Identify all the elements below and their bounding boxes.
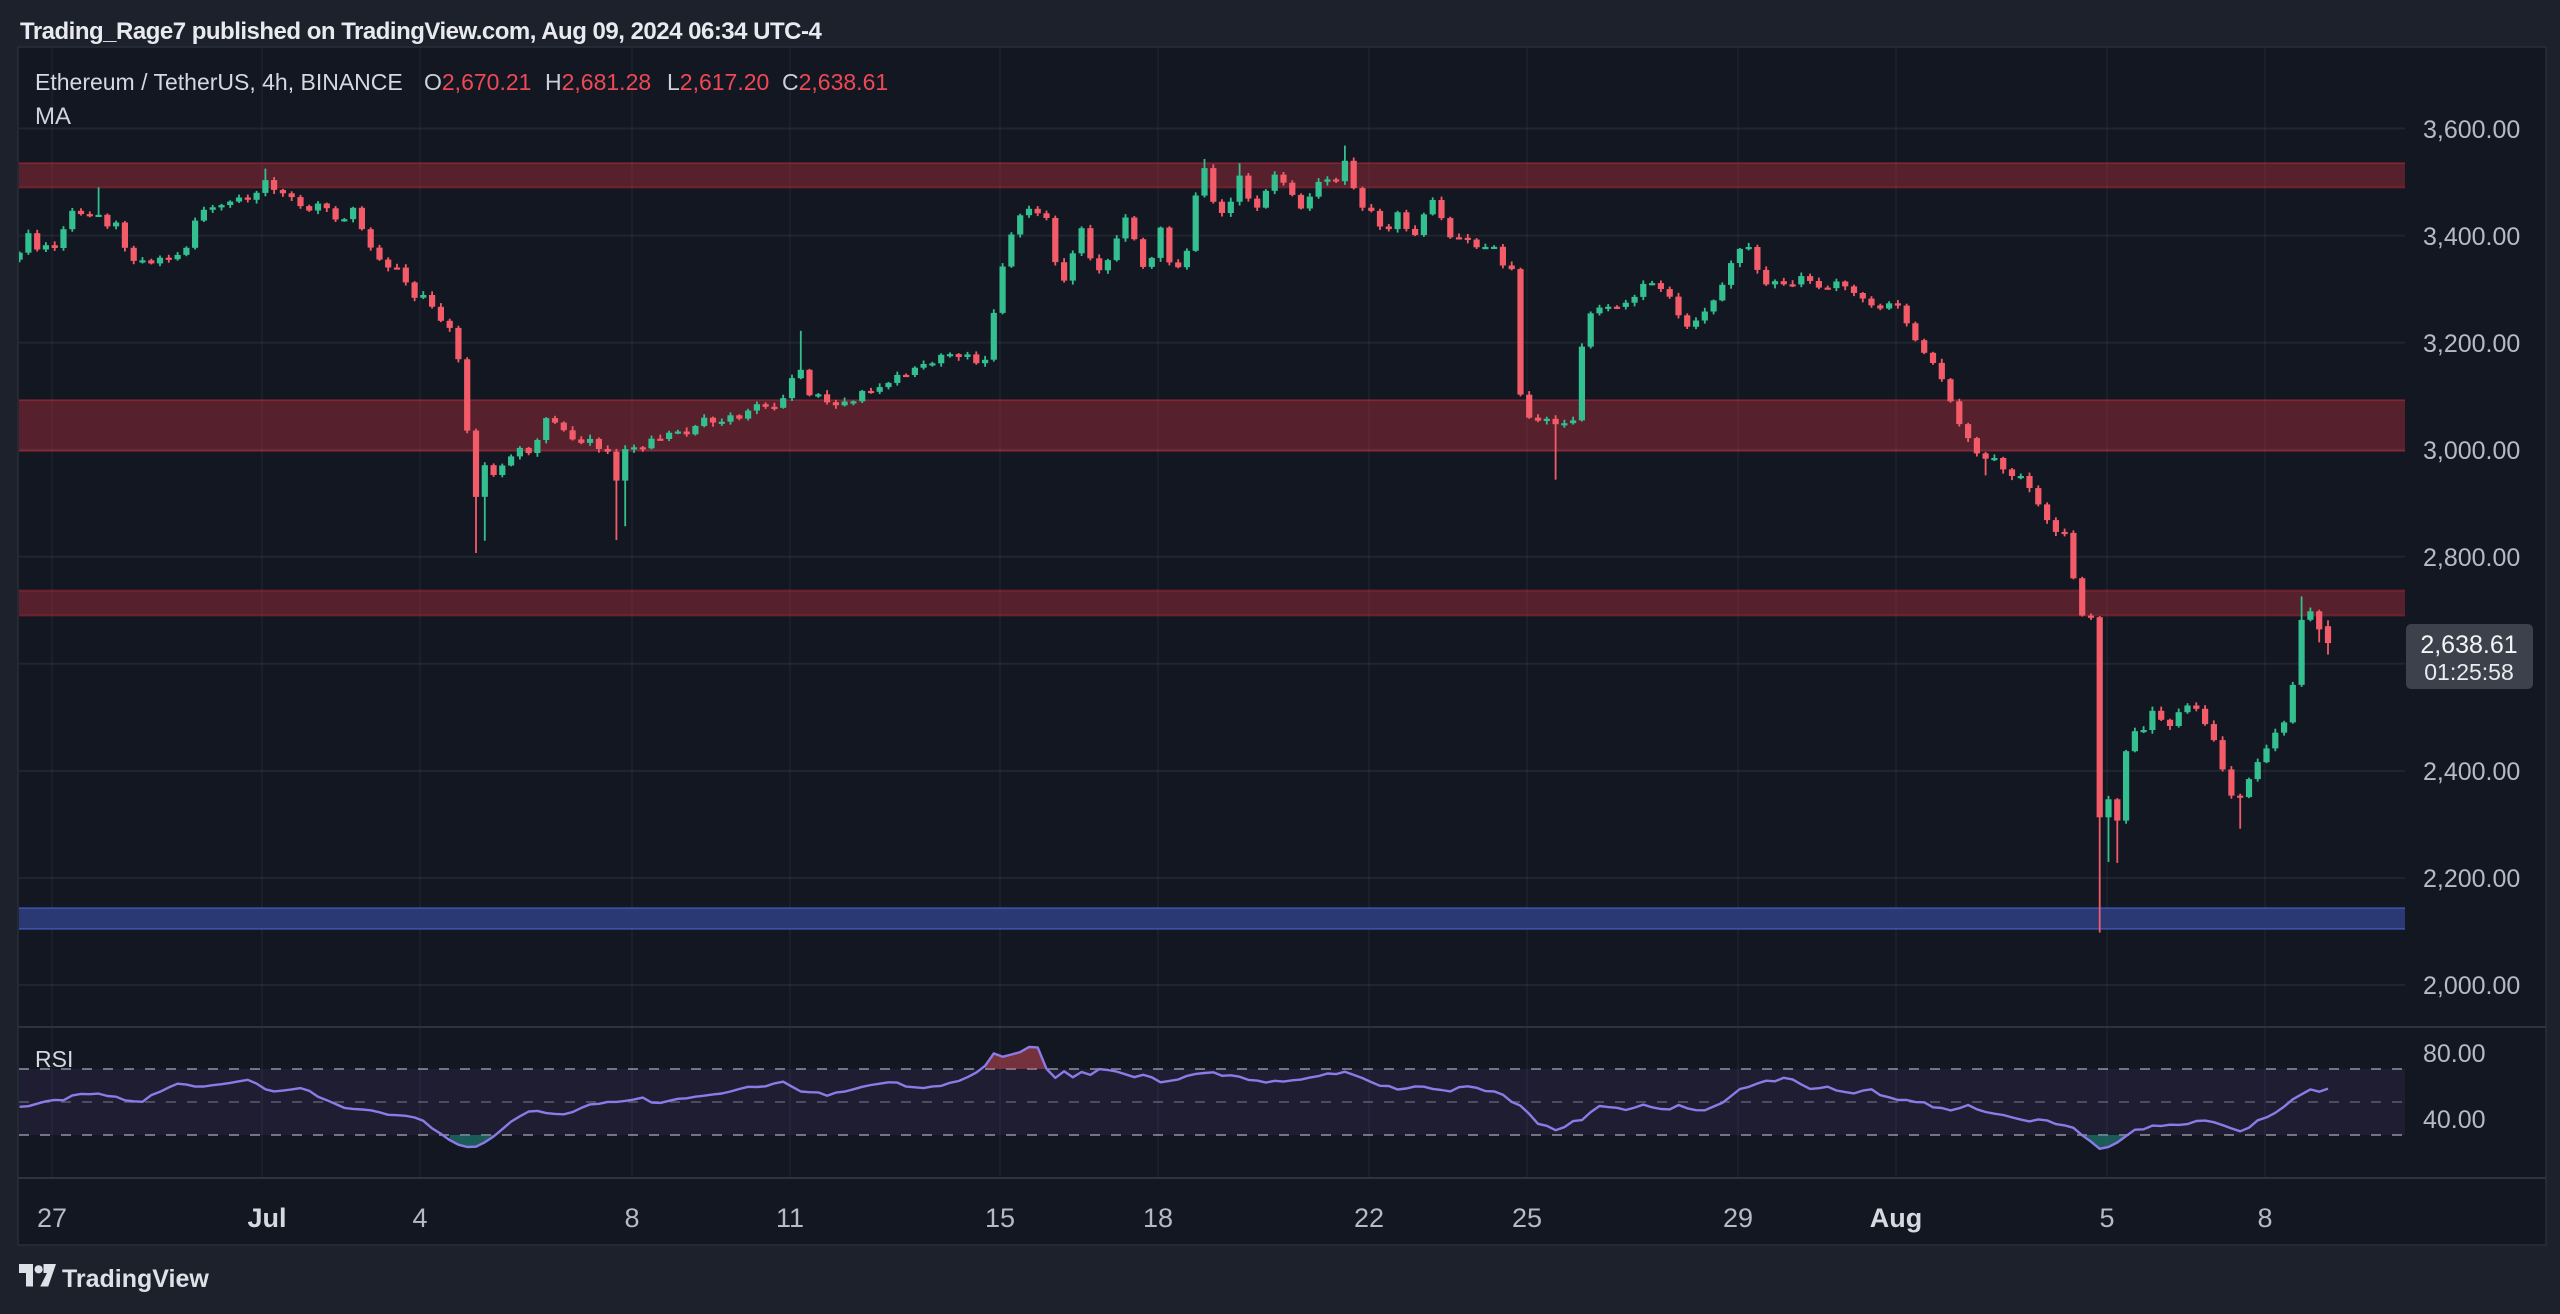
svg-text:18: 18 [1143,1203,1173,1233]
svg-text:15: 15 [985,1203,1015,1233]
svg-text:2,638.61: 2,638.61 [2420,631,2517,659]
svg-text:C2,638.61: C2,638.61 [782,69,888,95]
svg-text:O2,670.21: O2,670.21 [424,69,531,95]
svg-text:TradingView: TradingView [62,1265,209,1293]
svg-text:RSI: RSI [35,1046,73,1072]
svg-text:3,200.00: 3,200.00 [2423,330,2520,358]
svg-text:22: 22 [1354,1203,1384,1233]
svg-text:8: 8 [2257,1203,2272,1233]
svg-text:L2,617.20: L2,617.20 [667,69,769,95]
svg-text:29: 29 [1723,1203,1753,1233]
svg-text:2,000.00: 2,000.00 [2423,972,2520,1000]
svg-text:11: 11 [776,1203,804,1233]
svg-text:40.00: 40.00 [2423,1106,2486,1134]
svg-text:80.00: 80.00 [2423,1040,2486,1068]
svg-text:MA: MA [35,103,71,130]
svg-text:5: 5 [2099,1203,2114,1233]
svg-text:01:25:58: 01:25:58 [2424,659,2514,685]
svg-text:Aug: Aug [1870,1203,1922,1233]
svg-text:Ethereum / TetherUS, 4h, BINAN: Ethereum / TetherUS, 4h, BINANCE [35,69,403,95]
svg-text:27: 27 [37,1203,67,1233]
svg-text:Jul: Jul [247,1203,286,1233]
svg-text:2,800.00: 2,800.00 [2423,544,2520,572]
svg-text:4: 4 [412,1203,427,1233]
svg-text:2,200.00: 2,200.00 [2423,865,2520,893]
svg-text:8: 8 [624,1203,639,1233]
svg-text:25: 25 [1512,1203,1542,1233]
svg-text:3,000.00: 3,000.00 [2423,437,2520,465]
svg-text:H2,681.28: H2,681.28 [545,69,651,95]
svg-text:3,400.00: 3,400.00 [2423,223,2520,251]
svg-text:2,400.00: 2,400.00 [2423,758,2520,786]
svg-text:3,600.00: 3,600.00 [2423,116,2520,144]
svg-text:Trading_Rage7 published on Tra: Trading_Rage7 published on TradingView.c… [20,18,822,45]
